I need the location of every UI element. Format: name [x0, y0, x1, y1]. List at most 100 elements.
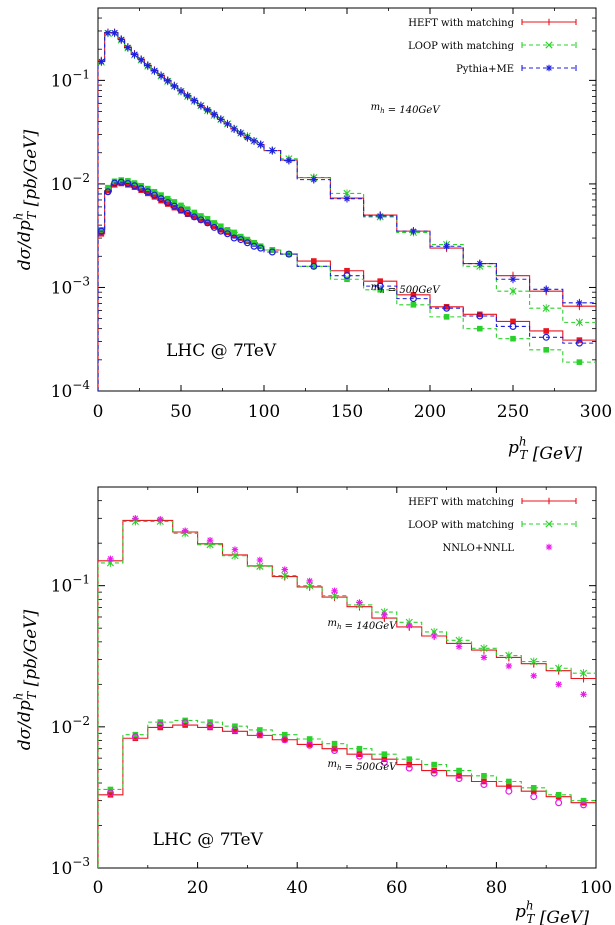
data-point: [256, 556, 264, 564]
data-point: [409, 295, 417, 303]
data-point: [509, 287, 517, 295]
data-point: [530, 657, 538, 666]
data-point: [170, 202, 178, 210]
data-point: [343, 195, 351, 202]
data-point: [281, 731, 288, 738]
data-point: [131, 51, 138, 58]
data-point: [198, 213, 204, 219]
data-point: [232, 728, 238, 735]
data-point: [256, 731, 264, 739]
data-point: [542, 304, 550, 312]
plot-area: [98, 515, 596, 868]
data-point: [131, 733, 139, 741]
x-tick-label: 50: [170, 402, 192, 422]
data-point: [443, 304, 450, 310]
data-point: [191, 209, 198, 216]
data-point: [204, 106, 211, 113]
legend-label: HEFT with matching: [408, 497, 514, 508]
data-point: [243, 239, 251, 247]
data-point: [106, 789, 114, 797]
data-point: [530, 788, 537, 794]
data-point: [443, 304, 451, 312]
data-point: [257, 732, 263, 739]
data-point: [580, 801, 588, 809]
data-point: [177, 206, 185, 214]
panel-bottom: 0 20 40 60 80 100 10−3 10−2 10−1 dσ/dphT [pb/GeV]…: [11, 486, 612, 925]
data-point: [171, 204, 178, 211]
x-tick-label: 60: [386, 878, 408, 898]
data-point: [137, 56, 145, 64]
data-point: [410, 291, 417, 298]
x-tick-label: 0: [93, 878, 104, 898]
data-point: [543, 346, 549, 353]
series-140GeV-0: [98, 516, 596, 868]
data-point: [151, 194, 158, 200]
data-point: [330, 592, 339, 600]
data-point: [124, 179, 132, 187]
data-point: [542, 333, 550, 341]
legend-swatch-cap: [521, 498, 577, 504]
data-point: [217, 227, 225, 235]
data-point: [530, 793, 538, 801]
data-point: [105, 187, 111, 194]
x-tick-label: 20: [187, 878, 209, 898]
data-point: [455, 643, 463, 650]
data-point: [505, 651, 513, 660]
legend-label: Pythia+ME: [456, 64, 514, 75]
legend-marker: [545, 520, 553, 528]
data-point: [177, 87, 185, 95]
mass-annotation: mh = 500GeV: [327, 759, 398, 773]
data-point: [543, 286, 550, 293]
data-point: [580, 691, 587, 698]
data-point: [310, 262, 318, 270]
data-point: [406, 761, 413, 768]
legend-marker: [545, 64, 553, 72]
data-point: [257, 141, 264, 148]
data-point: [144, 188, 152, 196]
data-point: [107, 555, 114, 563]
data-point: [206, 722, 214, 730]
data-point: [207, 724, 213, 731]
y-tick-label: 10−3: [51, 855, 90, 879]
data-point: [158, 192, 164, 198]
data-point: [138, 187, 144, 193]
data-point: [207, 719, 213, 725]
data-point: [310, 176, 317, 183]
legend-marker: [545, 543, 553, 551]
legend-swatch-cap: [521, 42, 577, 48]
data-point: [257, 243, 264, 250]
data-point: [98, 58, 105, 65]
series-500GeV-4: [98, 717, 596, 868]
data-point: [311, 263, 317, 270]
data-point: [104, 29, 112, 37]
data-point: [218, 223, 224, 230]
data-point: [285, 250, 293, 258]
data-point: [178, 207, 184, 214]
data-point: [118, 180, 125, 187]
data-point: [344, 267, 350, 274]
data-point: [131, 182, 139, 190]
legend-label: LOOP with matching: [408, 41, 514, 52]
data-point: [576, 299, 583, 307]
data-point: [377, 278, 383, 284]
data-point: [131, 184, 138, 190]
data-point: [181, 719, 189, 727]
data-point: [184, 92, 191, 99]
data-point: [377, 286, 383, 293]
data-point: [575, 339, 583, 347]
data-point: [111, 178, 118, 185]
data-point: [157, 72, 165, 79]
data-point: [107, 786, 114, 793]
data-point: [505, 787, 513, 795]
data-point: [231, 726, 239, 734]
data-point: [405, 764, 413, 772]
data-point: [150, 191, 158, 199]
data-point: [455, 636, 463, 644]
data-point: [481, 772, 487, 779]
data-point: [306, 741, 313, 748]
data-point: [151, 67, 158, 74]
data-point: [125, 182, 131, 188]
data-point: [510, 318, 516, 325]
data-point: [443, 314, 450, 320]
data-point: [184, 211, 191, 217]
